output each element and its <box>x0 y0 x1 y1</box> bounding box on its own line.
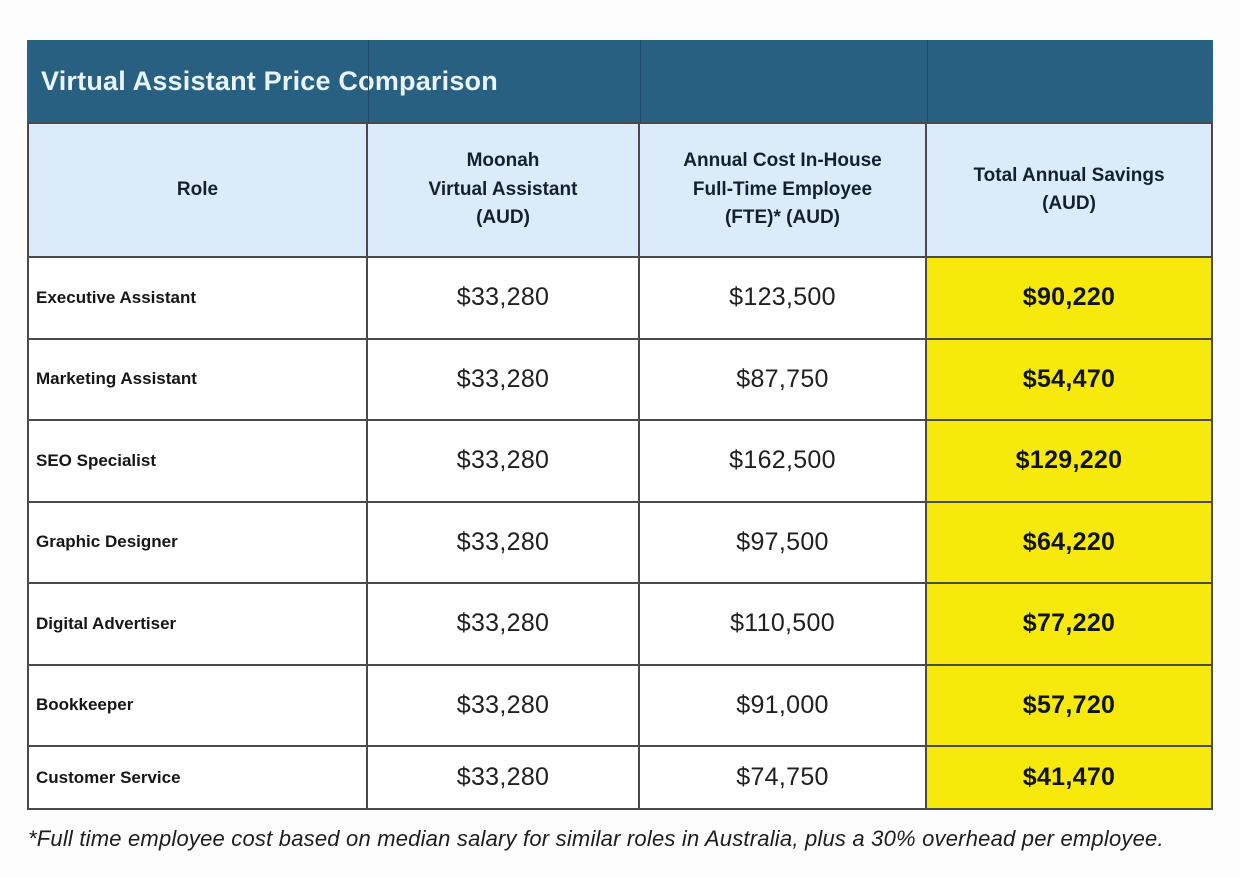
va-cost-cell: $33,280 <box>368 421 640 503</box>
savings-cell: $90,220 <box>927 258 1211 340</box>
column-header-moonah-va: Moonah Virtual Assistant (AUD) <box>368 124 640 258</box>
va-cost-cell: $33,280 <box>368 584 640 666</box>
savings-cell: $129,220 <box>927 421 1211 503</box>
title-column-divider <box>640 40 641 122</box>
va-cost-cell: $33,280 <box>368 665 640 747</box>
footnote: *Full time employee cost based on median… <box>28 826 1164 851</box>
role-cell: Marketing Assistant <box>29 339 368 421</box>
role-cell: Digital Advertiser <box>29 584 368 666</box>
va-cost-cell: $33,280 <box>368 502 640 584</box>
title-column-divider <box>927 40 928 122</box>
comparison-grid: Role Moonah Virtual Assistant (AUD) Annu… <box>27 122 1213 810</box>
fte-cost-cell: $74,750 <box>640 747 927 808</box>
fte-cost-cell: $110,500 <box>640 584 927 666</box>
column-header-fte-cost: Annual Cost In-House Full-Time Employee … <box>640 124 927 258</box>
savings-cell: $41,470 <box>927 747 1211 808</box>
table-title-bar: Virtual Assistant Price Comparison <box>27 40 1213 122</box>
role-cell: Graphic Designer <box>29 502 368 584</box>
title-column-divider <box>368 40 369 122</box>
savings-cell: $77,220 <box>927 584 1211 666</box>
va-cost-cell: $33,280 <box>368 747 640 808</box>
savings-cell: $64,220 <box>927 502 1211 584</box>
va-cost-cell: $33,280 <box>368 339 640 421</box>
fte-cost-cell: $123,500 <box>640 258 927 340</box>
va-cost-cell: $33,280 <box>368 258 640 340</box>
savings-cell: $54,470 <box>927 339 1211 421</box>
price-comparison-table: Virtual Assistant Price Comparison Role … <box>27 40 1213 810</box>
role-cell: Customer Service <box>29 747 368 808</box>
column-header-role: Role <box>29 124 368 258</box>
role-cell: Bookkeeper <box>29 665 368 747</box>
fte-cost-cell: $97,500 <box>640 502 927 584</box>
page-title: Virtual Assistant Price Comparison <box>41 65 498 96</box>
column-header-savings: Total Annual Savings (AUD) <box>927 124 1211 258</box>
fte-cost-cell: $162,500 <box>640 421 927 503</box>
role-cell: Executive Assistant <box>29 258 368 340</box>
role-cell: SEO Specialist <box>29 421 368 503</box>
fte-cost-cell: $91,000 <box>640 665 927 747</box>
savings-cell: $57,720 <box>927 665 1211 747</box>
fte-cost-cell: $87,750 <box>640 339 927 421</box>
